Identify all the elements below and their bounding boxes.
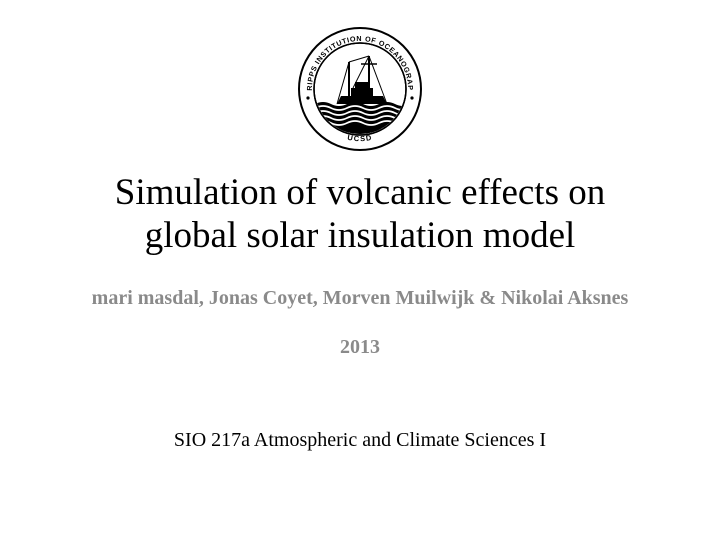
slide: SCRIPPS INSTITUTION OF OCEANOGRAPHY UCSD <box>0 0 720 540</box>
authors-line: mari masdal, Jonas Coyet, Morven Muilwij… <box>92 287 629 310</box>
year-line: 2013 <box>340 336 380 359</box>
title-line-2: global solar insulation model <box>145 215 576 256</box>
slide-title: Simulation of volcanic effects on global… <box>75 172 645 257</box>
course-line: SIO 217a Atmospheric and Climate Science… <box>174 429 546 452</box>
institution-logo: SCRIPPS INSTITUTION OF OCEANOGRAPHY UCSD <box>295 24 425 154</box>
title-line-1: Simulation of volcanic effects on <box>115 172 605 213</box>
